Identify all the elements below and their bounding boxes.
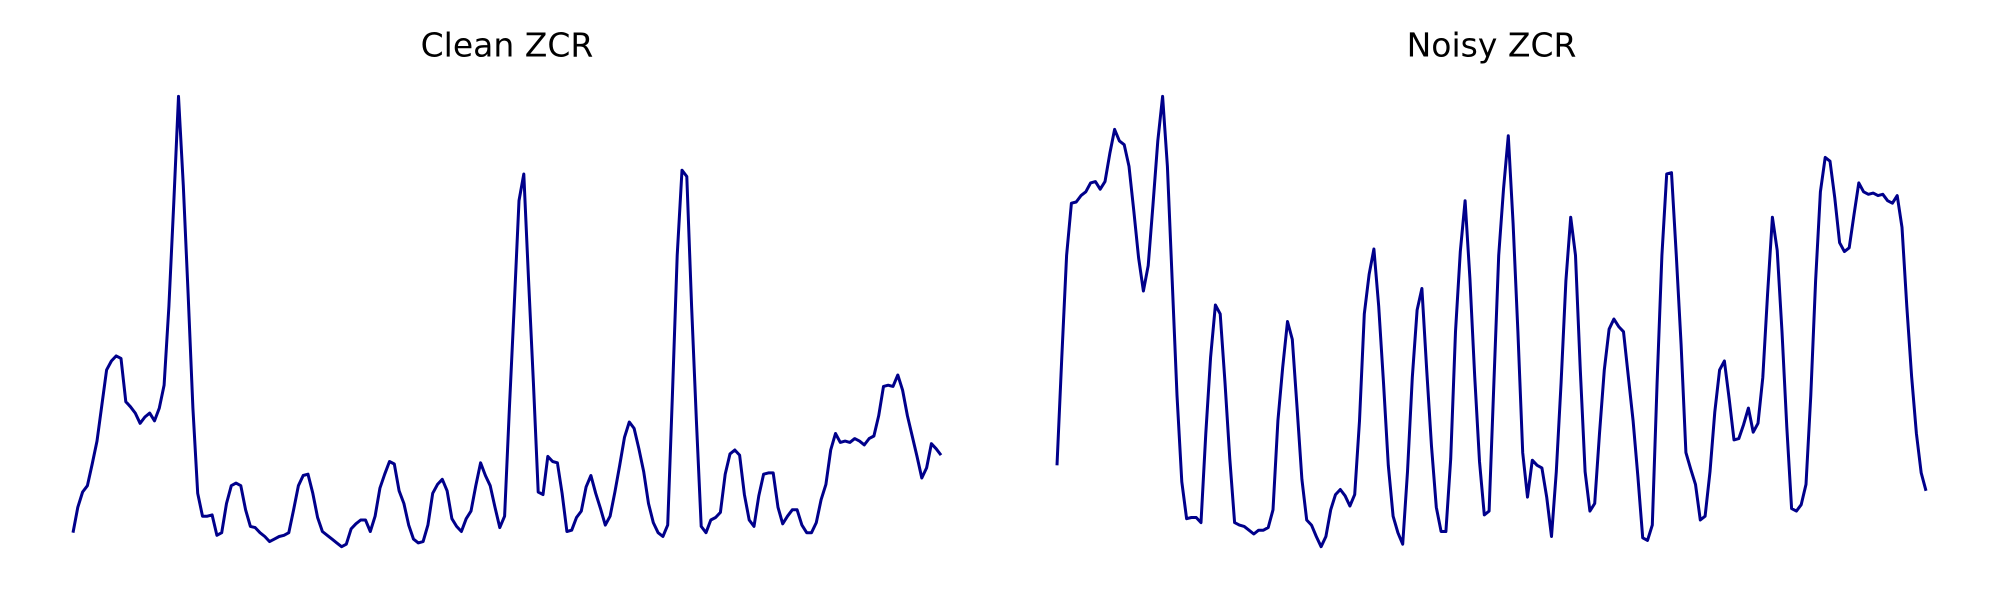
- chart-title: Clean ZCR: [421, 26, 594, 65]
- chart-title: Noisy ZCR: [1407, 26, 1577, 65]
- line: [1055, 94, 1928, 549]
- line: [71, 94, 943, 549]
